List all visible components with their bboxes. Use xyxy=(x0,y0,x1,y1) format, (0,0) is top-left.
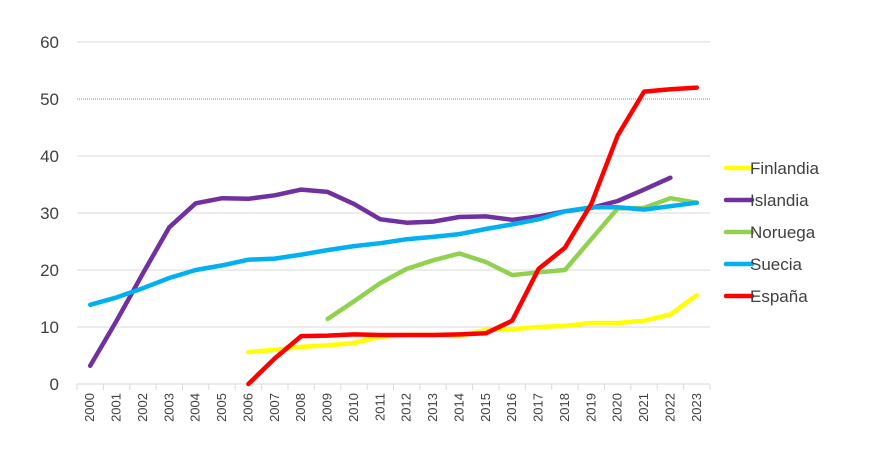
series-line-suecia xyxy=(87,200,700,308)
x-tick-label: 2012 xyxy=(399,393,414,422)
x-tick-label: 2023 xyxy=(689,393,704,422)
y-tick-label: 60 xyxy=(40,33,59,52)
x-tick-label: 2021 xyxy=(636,393,651,422)
gridlines xyxy=(77,41,710,328)
x-tick-label: 2018 xyxy=(557,393,572,422)
x-tick-label: 2019 xyxy=(583,393,598,422)
x-tick-label: 2002 xyxy=(135,393,150,422)
y-tick-label: 10 xyxy=(40,318,59,337)
y-tick-label: 40 xyxy=(40,147,59,166)
x-tick-label: 2000 xyxy=(82,393,97,422)
x-tick-label: 2008 xyxy=(293,393,308,422)
x-axis-ticks: 2000 2001 2002 2003 2004 2005 2006 2007 2008 2009… xyxy=(76,383,711,422)
x-tick-label: 2001 xyxy=(109,393,124,422)
series-line-finlandia xyxy=(246,292,700,355)
x-tick-label: 2003 xyxy=(161,393,176,422)
x-tick-label: 2011 xyxy=(372,393,387,421)
x-tick-label: 2004 xyxy=(188,393,203,422)
x-tick-label: 2022 xyxy=(662,393,677,422)
series-line-noruega xyxy=(325,195,700,322)
legend-label: Finlandia xyxy=(750,159,820,178)
x-tick-label: 2014 xyxy=(451,393,466,422)
series-lines xyxy=(87,85,700,387)
x-tick-label: 2007 xyxy=(267,393,282,422)
legend-label: España xyxy=(750,287,808,306)
x-tick-label: 2006 xyxy=(240,393,255,422)
x-tick-label: 2020 xyxy=(610,393,625,422)
y-tick-label: 30 xyxy=(40,204,59,223)
legend-label: Suecia xyxy=(750,255,803,274)
x-tick-label: 2005 xyxy=(214,393,229,422)
y-tick-label: 20 xyxy=(40,261,59,280)
legend: Finlandia Islandia Noruega Suecia España xyxy=(723,159,820,306)
y-axis-ticks: 0 10 20 30 40 50 60 xyxy=(40,33,59,394)
x-tick-label: 2017 xyxy=(531,393,546,422)
x-tick-label: 2010 xyxy=(346,393,361,422)
x-tick-label: 2016 xyxy=(504,393,519,422)
x-tick-label: 2015 xyxy=(478,393,493,422)
series-line-espa-a xyxy=(246,85,700,387)
y-tick-label: 50 xyxy=(40,90,59,109)
legend-label: Islandia xyxy=(750,191,809,210)
y-tick-label: 0 xyxy=(50,375,59,394)
legend-label: Noruega xyxy=(750,223,816,242)
x-tick-label: 2013 xyxy=(425,393,440,422)
x-tick-label: 2009 xyxy=(320,393,335,422)
